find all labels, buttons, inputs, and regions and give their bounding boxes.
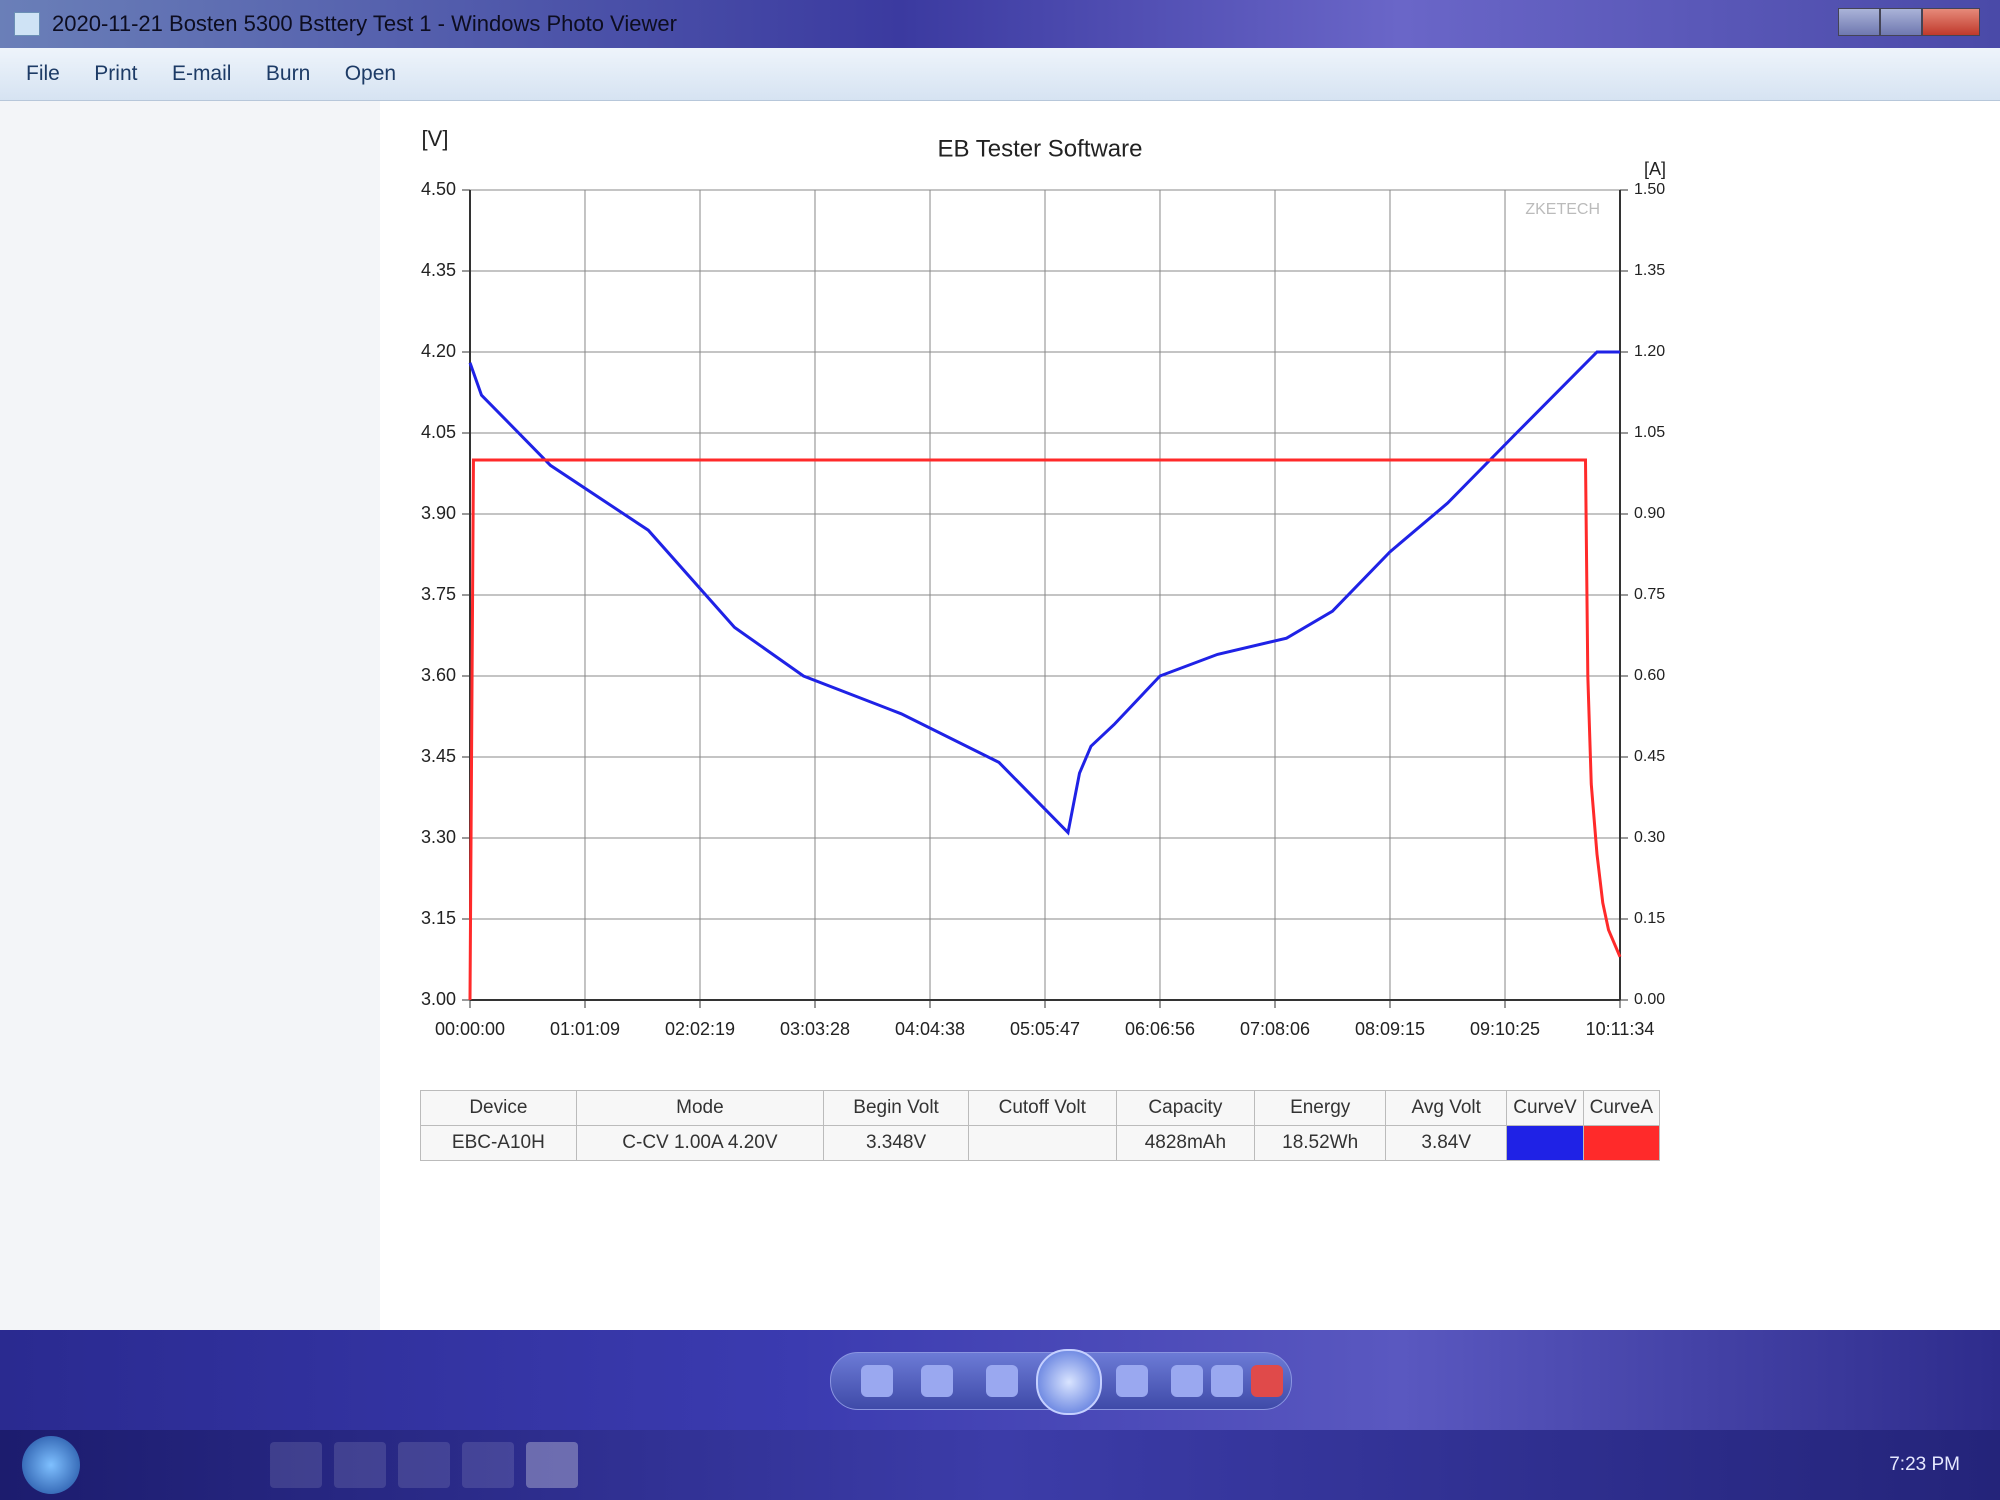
cell: 3.84V <box>1385 1125 1508 1161</box>
x-tick-label: 07:08:06 <box>1240 1019 1310 1039</box>
y-tick-label: 3.00 <box>421 989 456 1009</box>
legend-swatch <box>1582 1125 1661 1161</box>
y2-tick-label: 1.35 <box>1634 262 1665 279</box>
x-tick-label: 09:10:25 <box>1470 1019 1540 1039</box>
chart: EB Tester Software [V] [A] ZKETECH 3.00 3… <box>380 110 1780 1080</box>
series-line <box>468 350 1620 836</box>
x-tick-label: 05:05:47 <box>1010 1019 1080 1039</box>
previous-button[interactable] <box>986 1365 1018 1397</box>
clock: 7:23 PM <box>1889 1454 1960 1475</box>
menu-item[interactable]: File <box>26 62 60 85</box>
y2-tick-label: 1.20 <box>1634 343 1665 360</box>
y-tick-label: 4.50 <box>421 179 456 199</box>
close-button[interactable] <box>1922 8 1980 36</box>
column-header: Energy <box>1254 1090 1387 1126</box>
menu-item[interactable]: E-mail <box>171 62 232 85</box>
window-title: 2020-11-21 Bosten 5300 Bsttery Test 1 - … <box>52 11 677 36</box>
title-bar: 2020-11-21 Bosten 5300 Bsttery Test 1 - … <box>0 0 2000 48</box>
cell: C-CV 1.00A 4.20V <box>575 1125 825 1161</box>
menu-item[interactable]: Print <box>94 62 138 85</box>
image-margin <box>0 101 380 1331</box>
y-tick-label: 3.75 <box>421 584 456 604</box>
y-tick-label: 3.60 <box>421 665 456 685</box>
y2-tick-label: 0.30 <box>1634 829 1665 846</box>
y2-tick-label: 0.75 <box>1634 586 1665 603</box>
x-tick-label: 06:06:56 <box>1125 1019 1195 1039</box>
x-tick-label: 03:03:28 <box>780 1019 850 1039</box>
legend-swatch <box>1506 1125 1584 1161</box>
x-tick-label: 02:02:19 <box>665 1019 735 1039</box>
legend-label: CurveA <box>1582 1090 1661 1126</box>
column-header: Begin Volt <box>823 1090 970 1126</box>
taskbar: 7:23 PM <box>0 1430 2000 1500</box>
app-icon <box>14 12 40 36</box>
result-table: Device Mode Begin Volt Cutoff Volt Capacity E… <box>420 1090 1661 1161</box>
y2-tick-label: 0.45 <box>1634 748 1665 765</box>
viewer-controls <box>0 1330 2000 1430</box>
fit-button[interactable] <box>921 1365 953 1397</box>
taskbar-icon[interactable] <box>526 1442 578 1488</box>
column-header: Device <box>420 1090 577 1126</box>
cell: 3.348V <box>823 1125 970 1161</box>
x-tick-label: 00:00:00 <box>435 1019 505 1039</box>
y-tick-label: 3.90 <box>421 503 456 523</box>
x-tick-label: 04:04:38 <box>895 1019 965 1039</box>
maximize-button[interactable] <box>1880 8 1922 36</box>
x-tick-label: 08:09:15 <box>1355 1019 1425 1039</box>
column-header: Cutoff Volt <box>968 1090 1117 1126</box>
rotate-right-button[interactable] <box>1211 1365 1243 1397</box>
y-tick-label: 3.30 <box>421 827 456 847</box>
cell: 18.52Wh <box>1254 1125 1387 1161</box>
zoom-button[interactable] <box>861 1365 893 1397</box>
taskbar-icon[interactable] <box>270 1442 322 1488</box>
cell: EBC-A10H <box>420 1125 577 1161</box>
control-pill <box>830 1349 1292 1415</box>
column-header: Capacity <box>1115 1090 1256 1126</box>
cell: 4828mAh <box>1115 1125 1256 1161</box>
y2-tick-label: 1.05 <box>1634 424 1665 441</box>
y-axis-label: [V] <box>422 126 449 151</box>
y-tick-label: 3.15 <box>421 908 456 928</box>
y2-tick-label: 0.00 <box>1634 991 1665 1008</box>
y2-tick-label: 1.50 <box>1634 181 1665 198</box>
column-header: Mode <box>575 1090 825 1126</box>
taskbar-icon[interactable] <box>398 1442 450 1488</box>
rotate-left-button[interactable] <box>1171 1365 1203 1397</box>
next-button[interactable] <box>1116 1365 1148 1397</box>
menu-item[interactable]: Open <box>344 62 397 85</box>
column-header: Avg Volt <box>1385 1090 1508 1126</box>
y-tick-label: 3.45 <box>421 746 456 766</box>
y2-tick-label: 0.60 <box>1634 667 1665 684</box>
delete-button[interactable] <box>1251 1365 1283 1397</box>
chart-title: EB Tester Software <box>938 135 1143 162</box>
y2-axis-label: [A] <box>1644 159 1666 179</box>
taskbar-icon[interactable] <box>462 1442 514 1488</box>
x-tick-label: 01:01:09 <box>550 1019 620 1039</box>
minimize-button[interactable] <box>1838 8 1880 36</box>
photo-viewer-window: 2020-11-21 Bosten 5300 Bsttery Test 1 - … <box>0 0 2000 1430</box>
table-header-row: Device Mode Begin Volt Cutoff Volt Capacity E… <box>420 1090 1661 1126</box>
cell <box>968 1125 1117 1161</box>
y2-tick-label: 0.90 <box>1634 505 1665 522</box>
table-value-row: EBC-A10H C-CV 1.00A 4.20V 3.348V 4828mAh 18.… <box>420 1125 1661 1161</box>
series-line <box>468 458 1622 1001</box>
slideshow-button[interactable] <box>1036 1349 1102 1415</box>
y2-tick-label: 0.15 <box>1634 910 1665 927</box>
x-tick-label: 10:11:34 <box>1586 1019 1655 1039</box>
taskbar-icon[interactable] <box>334 1442 386 1488</box>
legend-label: CurveV <box>1506 1090 1584 1126</box>
y-tick-label: 4.20 <box>421 341 456 361</box>
menu-bar: File Print E-mail Burn Open <box>0 48 2000 101</box>
menu-item[interactable]: Burn <box>265 62 311 85</box>
start-button[interactable] <box>22 1436 80 1494</box>
y-tick-label: 4.35 <box>421 260 456 280</box>
watermark: ZKETECH <box>1525 201 1600 218</box>
y-tick-label: 4.05 <box>421 422 456 442</box>
